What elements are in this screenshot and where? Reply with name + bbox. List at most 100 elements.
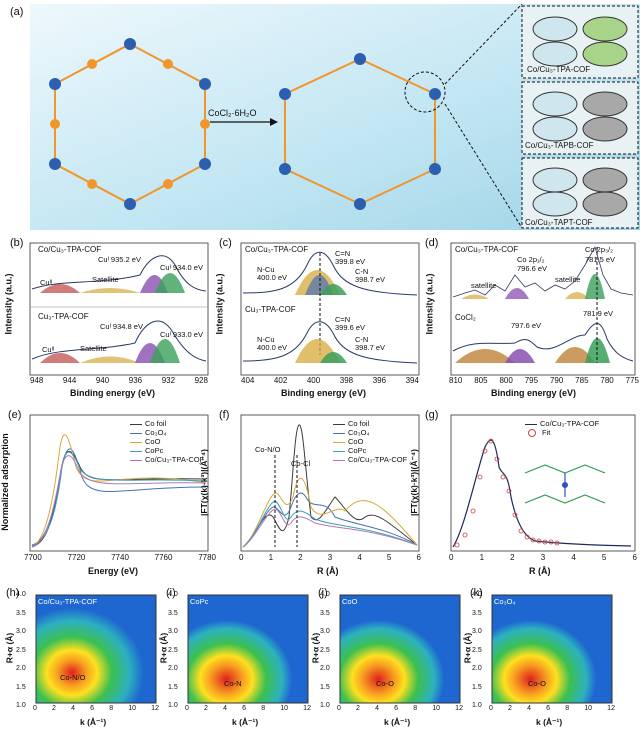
legend-item: Co₃O₄ <box>130 428 204 437</box>
y-tick: 1.0 <box>16 702 26 709</box>
panel-k-xlabel: k (Å⁻¹) <box>536 717 563 727</box>
x-tick: 4 <box>527 705 531 712</box>
panel-d-bottom-v1: 797.6 eV <box>511 321 542 330</box>
panel-a-scheme <box>30 4 640 230</box>
x-tick: 4 <box>357 553 362 562</box>
legend-item: Co/Cu₃-TPA-COF <box>333 455 407 464</box>
x-tick: 4 <box>71 705 75 712</box>
y-tick: 2.0 <box>472 665 482 672</box>
panel-g-chart <box>450 414 636 552</box>
x-tick: 940 <box>95 376 110 385</box>
panel-i-peak: Co-N <box>224 679 242 688</box>
panel-g: (g) Co/Cu₃-TPA-COF Fit |FT(χ(k)·k³)|(Å⁻⁴… <box>409 407 642 582</box>
legend-item: Co₃O₄ <box>333 428 407 437</box>
x-tick: 936 <box>128 376 143 385</box>
panel-c-xticks: 404 402 400 398 396 394 <box>241 376 419 385</box>
panel-h-yticks: 1.0 1.5 2.0 2.5 3.0 3.5 4.0 <box>16 591 26 709</box>
y-tick: 3.5 <box>168 609 178 617</box>
x-tick: 10 <box>432 705 441 712</box>
panel-h-letter: (h) <box>6 587 20 599</box>
panel-h-peak: Co-N/O <box>60 673 86 682</box>
x-tick: 790 <box>549 376 564 385</box>
legend-label: Co/Cu₃-TPA-COF <box>540 419 600 428</box>
legend-label: Co₃O₄ <box>348 428 370 437</box>
x-tick: 932 <box>161 376 176 385</box>
panel-k-xticks: 0 2 4 6 8 10 12 <box>489 705 615 712</box>
panel-d-top-co32v: 781.5 eV <box>585 255 616 264</box>
x-tick: 394 <box>405 376 419 385</box>
panel-c-xlabel: Binding energy (eV) <box>281 388 367 398</box>
legend-label: Fit <box>542 428 551 437</box>
x-tick: 2 <box>52 705 56 712</box>
legend-item: Co/Cu₃-TPA-COF <box>525 419 599 428</box>
panel-g-xticks: 0 1 2 3 4 5 6 <box>449 553 637 562</box>
y-tick: 2.5 <box>168 646 178 654</box>
y-tick: 1.5 <box>168 683 178 691</box>
x-tick: 2 <box>510 553 515 562</box>
panel-d-top-sat1: satellite <box>471 281 497 290</box>
x-tick: 4 <box>375 705 379 712</box>
x-tick: 7760 <box>154 553 173 562</box>
x-tick: 398 <box>339 376 354 385</box>
x-tick: 5 <box>601 553 607 562</box>
panel-g-legend: Co/Cu₃-TPA-COF Fit <box>525 419 599 438</box>
panel-a: (a) <box>0 0 642 232</box>
y-tick: 2.0 <box>168 665 178 672</box>
x-tick: 7780 <box>198 553 216 562</box>
panel-b-xlabel: Binding energy (eV) <box>70 388 156 398</box>
panel-b-top-cu1: Cuᴵ 935.2 eV <box>98 255 141 264</box>
x-tick: 775 <box>625 376 639 385</box>
legend-item: CoO <box>130 437 204 446</box>
x-tick: 1 <box>479 553 485 562</box>
x-tick: 10 <box>128 705 137 712</box>
panel-i-ylabel: R+α (Å) <box>158 632 169 664</box>
reagent-label: CoCl₂·6H₂O <box>208 108 257 118</box>
cu3-tpa-cof-structure <box>49 38 211 210</box>
panel-d-top-co12v: 796.6 eV <box>517 264 548 273</box>
legend-item: Co/Cu₃-TPA-COF <box>130 455 204 464</box>
panel-d: (d) Co/Cu₃-TPA-COF Co 2p₁/₂ 796.6 eV Co … <box>425 235 642 405</box>
y-tick: 2.0 <box>16 665 26 672</box>
panel-e-xlabel: Energy (eV) <box>88 566 139 576</box>
x-tick: 1 <box>268 553 274 562</box>
y-tick: 3.0 <box>16 628 26 635</box>
panel-k-peak: Co-O <box>528 679 546 688</box>
legend-label: Co foil <box>348 419 370 428</box>
panel-b: (b) Co/Cu₃-TPA-COF Cuᴵ 935.2 eV Cuᴵ 934.… <box>0 235 215 405</box>
panel-k-ylabel: R+α (Å) <box>462 632 473 664</box>
legend-item: Co foil <box>130 419 204 428</box>
panel-f-chart <box>240 414 420 552</box>
panel-c-top-ncu: N-Cu <box>257 265 275 274</box>
x-tick: 404 <box>241 376 255 385</box>
panel-e-xticks: 7700 7720 7740 7760 7780 <box>24 553 216 562</box>
x-tick: 0 <box>337 705 341 712</box>
y-tick: 1.5 <box>472 683 482 691</box>
panel-g-ylabel: |FT(χ(k)·k³)|(Å⁻⁴) <box>408 449 419 516</box>
y-tick: 2.5 <box>16 646 26 654</box>
panel-c-top-cn2: C-N <box>355 267 369 276</box>
panel-i-yticks: 1.0 1.5 2.0 2.5 3.0 3.5 4.0 <box>168 591 178 709</box>
panel-i-letter: (i) <box>166 587 176 599</box>
panel-j-title: CoO <box>342 597 358 606</box>
y-tick: 3.0 <box>168 628 178 635</box>
x-tick: 780 <box>600 376 614 385</box>
legend-label: Co/Cu₃-TPA-COF <box>348 455 408 464</box>
panel-g-xlabel: R (Å) <box>529 566 551 576</box>
panel-b-bottom-name: Cu₃-TPA-COF <box>38 312 89 321</box>
legend-label: Co foil <box>145 419 167 428</box>
legend-item: CoPc <box>130 446 204 455</box>
x-tick: 0 <box>449 553 454 562</box>
panel-f: (f) Co-N/O Co-Cl Co foil Co₃O₄ CoO CoPc … <box>199 407 425 582</box>
panel-c-bottom-cn1v: 399.6 eV <box>335 323 366 332</box>
x-tick: 0 <box>489 705 493 712</box>
panel-j-xlabel: k (Å⁻¹) <box>384 717 411 727</box>
inset-label-1: Co/Cu₃-TPA-COF <box>527 65 591 74</box>
panel-b-top-sat: Satellite <box>92 275 119 284</box>
x-tick: 3 <box>327 553 333 562</box>
panel-i-title: CoPc <box>190 597 209 606</box>
x-tick: 6 <box>242 705 247 712</box>
panel-j-peak: Co-O <box>376 679 394 688</box>
x-tick: 0 <box>185 705 189 712</box>
y-tick: 3.0 <box>472 628 482 635</box>
legend-item: CoPc <box>333 446 407 455</box>
